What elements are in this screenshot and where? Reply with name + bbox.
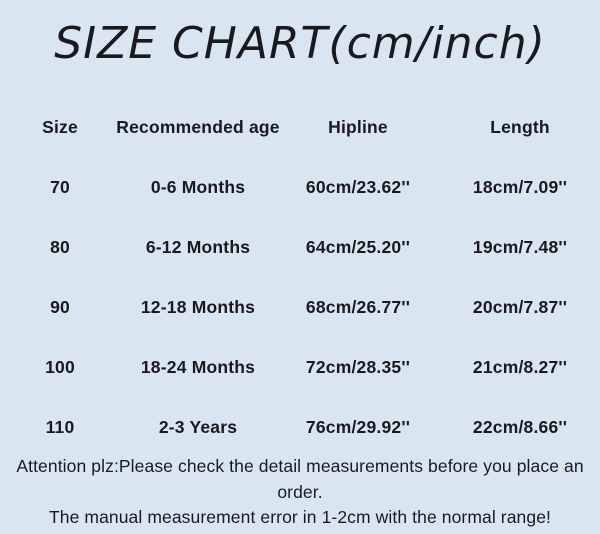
table-cell-length: 19cm/7.48'': [472, 236, 568, 257]
table-cell-hipline: 68cm/26.77'': [305, 296, 411, 317]
page-title: SIZE CHART(cm/inch): [54, 18, 546, 69]
note-line-1: Attention plz:Please check the detail me…: [16, 456, 584, 476]
table-cell-size: 80: [50, 236, 70, 257]
table-cell-hipline: 76cm/29.92'': [305, 416, 411, 437]
table-cell-age: 2-3 Years: [158, 416, 238, 437]
table-cell-hipline: 64cm/25.20'': [305, 236, 411, 257]
table-cell-hipline: 60cm/23.62'': [305, 176, 411, 197]
table-cell-age: 18-24 Months: [140, 356, 256, 377]
table-cell-length: 20cm/7.87'': [472, 296, 568, 317]
note-line-3: The manual measurement error in 1-2cm wi…: [48, 507, 552, 527]
column-header-hipline: Hipline: [328, 116, 388, 137]
table-cell-age: 6-12 Months: [145, 236, 251, 257]
table-cell-size: 90: [50, 296, 70, 317]
table-cell-age: 12-18 Months: [140, 296, 256, 317]
table-cell-size: 100: [45, 356, 75, 377]
table-cell-size: 110: [45, 416, 75, 437]
table-cell-length: 21cm/8.27'': [472, 356, 568, 377]
column-header-recommended-age: Recommended age: [116, 116, 280, 137]
size-table: Size Recommended age Hipline Length 70 0…: [0, 97, 600, 457]
table-cell-size: 70: [50, 176, 70, 197]
table-cell-hipline: 72cm/28.35'': [305, 356, 411, 377]
table-cell-length: 18cm/7.09'': [472, 176, 568, 197]
column-header-length: Length: [490, 116, 550, 137]
footer-note: Attention plz:Please check the detail me…: [0, 454, 600, 531]
column-header-size: Size: [42, 116, 78, 137]
table-cell-age: 0-6 Months: [150, 176, 246, 197]
note-line-2: order.: [277, 481, 323, 502]
table-cell-length: 22cm/8.66'': [472, 416, 568, 437]
